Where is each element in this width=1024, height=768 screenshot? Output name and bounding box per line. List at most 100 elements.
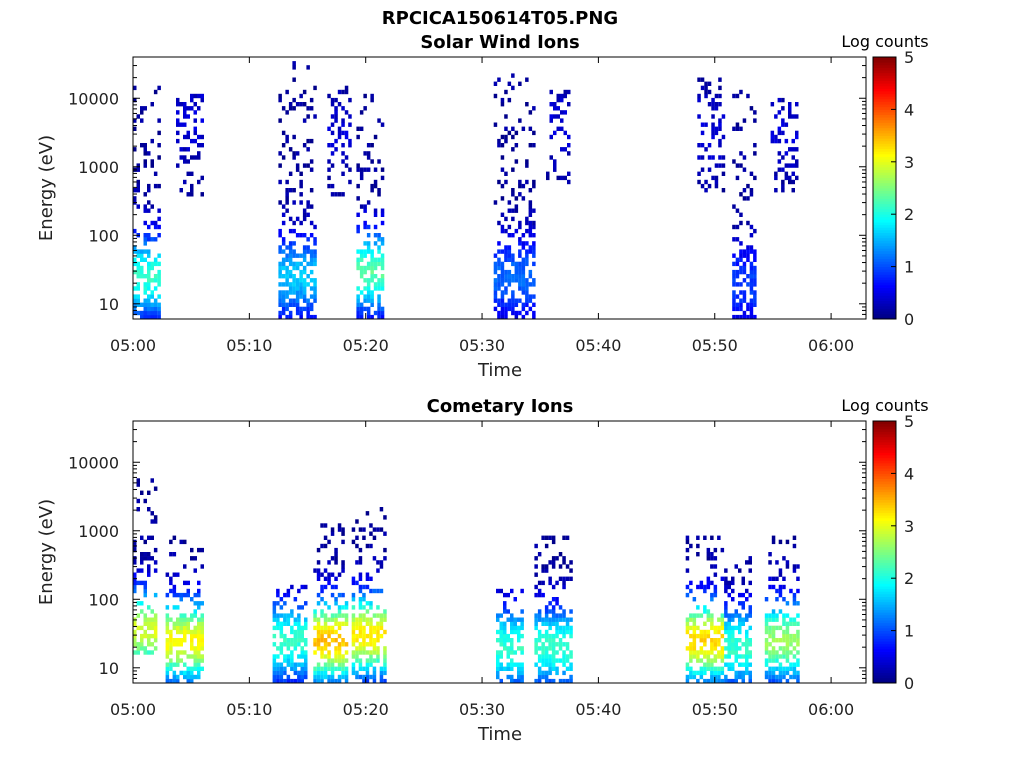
heatmap-cell	[302, 163, 307, 168]
heatmap-cell	[569, 633, 573, 639]
heatmap-cell	[507, 208, 512, 213]
heatmap-cell	[513, 617, 517, 622]
heatmap-cell	[193, 646, 197, 651]
heatmap-cell	[147, 183, 151, 189]
heatmap-cell	[771, 678, 776, 684]
heatmap-cell	[713, 572, 718, 577]
heatmap-cell	[193, 110, 197, 115]
heatmap-cell	[313, 642, 317, 647]
heatmap-cell	[745, 617, 749, 622]
heatmap-cell	[692, 617, 697, 622]
heatmap-cell	[741, 576, 745, 581]
heatmap-cell	[363, 241, 367, 246]
heatmap-cell	[150, 478, 154, 483]
heatmap-cell	[734, 564, 738, 569]
heatmap-cell	[165, 617, 170, 622]
heatmap-cell	[717, 629, 721, 635]
heatmap-cell	[706, 552, 711, 557]
heatmap-cell	[150, 650, 154, 655]
heatmap-cell	[363, 294, 367, 299]
heatmap-cell	[351, 662, 356, 667]
heatmap-cell	[748, 654, 752, 659]
heatmap-cell	[337, 605, 342, 610]
heatmap-cell	[749, 282, 754, 287]
heatmap-cell	[150, 265, 154, 271]
heatmap-cell	[169, 658, 173, 663]
heatmap-cell	[784, 171, 789, 176]
heatmap-cell	[514, 314, 519, 320]
heatmap-cell	[272, 654, 277, 659]
heatmap-cell	[376, 650, 380, 655]
heatmap-cell	[337, 89, 342, 95]
heatmap-cell	[358, 588, 363, 594]
heatmap-cell	[520, 674, 524, 680]
heatmap-cell	[785, 560, 790, 565]
heatmap-cell	[334, 110, 338, 115]
heatmap-cell	[337, 102, 342, 107]
heatmap-cell	[731, 646, 735, 651]
heatmap-cell	[281, 249, 286, 254]
heatmap-cell	[746, 249, 750, 254]
heatmap-cell	[738, 662, 742, 667]
heatmap-cell	[749, 278, 754, 283]
colorbar-segment	[873, 635, 896, 639]
heatmap-cell	[785, 621, 790, 626]
heatmap-cell	[300, 629, 304, 635]
colorbar-tick-label: 5	[904, 48, 914, 67]
heatmap-cell	[183, 102, 187, 107]
heatmap-cell	[562, 658, 566, 663]
heatmap-cell	[528, 249, 533, 254]
heatmap-cell	[518, 253, 522, 258]
heatmap-cell	[774, 171, 778, 176]
heatmap-cell	[739, 257, 743, 262]
heatmap-cell	[370, 261, 374, 267]
heatmap-cell	[532, 220, 536, 226]
heatmap-cell	[200, 666, 204, 671]
heatmap-cell	[316, 662, 321, 667]
heatmap-cell	[288, 253, 293, 258]
heatmap-cell	[133, 306, 137, 312]
heatmap-cell	[551, 621, 556, 626]
heatmap-cell	[176, 163, 180, 168]
heatmap-cell	[147, 208, 151, 213]
heatmap-cell	[775, 613, 779, 618]
heatmap-cell	[200, 617, 204, 622]
heatmap-cell	[313, 625, 317, 631]
heatmap-cell	[778, 654, 783, 659]
heatmap-cell	[341, 106, 345, 111]
heatmap-cell	[778, 572, 783, 577]
heatmap-cell	[341, 605, 345, 610]
heatmap-cell	[528, 126, 533, 131]
heatmap-cell	[320, 638, 324, 643]
heatmap-cell	[742, 265, 747, 271]
heatmap-cell	[362, 617, 366, 622]
heatmap-cell	[704, 81, 708, 86]
heatmap-cell	[500, 102, 505, 107]
heatmap-cell	[753, 290, 757, 295]
heatmap-cell	[697, 171, 701, 176]
heatmap-cell	[313, 241, 317, 246]
heatmap-cell	[785, 638, 790, 643]
heatmap-cell	[710, 552, 714, 557]
heatmap-cell	[290, 658, 294, 663]
heatmap-cell	[358, 625, 363, 631]
heatmap-cell	[697, 77, 701, 82]
heatmap-cell	[735, 314, 740, 320]
heatmap-cell	[373, 224, 378, 230]
y-tick-label: 1000	[78, 158, 119, 177]
heatmap-cell	[299, 102, 303, 107]
heatmap-cell	[153, 274, 158, 279]
heatmap-cell	[534, 592, 538, 598]
heatmap-cell	[293, 662, 298, 667]
heatmap-cell	[703, 535, 707, 540]
heatmap-cell	[133, 629, 137, 635]
colorbar-segment	[873, 132, 896, 136]
heatmap-cell	[283, 613, 287, 618]
colorbar-segment	[873, 510, 896, 514]
heatmap-cell	[276, 678, 280, 684]
heatmap-cell	[518, 118, 522, 123]
heatmap-cell	[358, 556, 363, 561]
heatmap-cell	[299, 282, 303, 287]
heatmap-cell	[316, 601, 321, 606]
heatmap-cell	[372, 535, 377, 540]
